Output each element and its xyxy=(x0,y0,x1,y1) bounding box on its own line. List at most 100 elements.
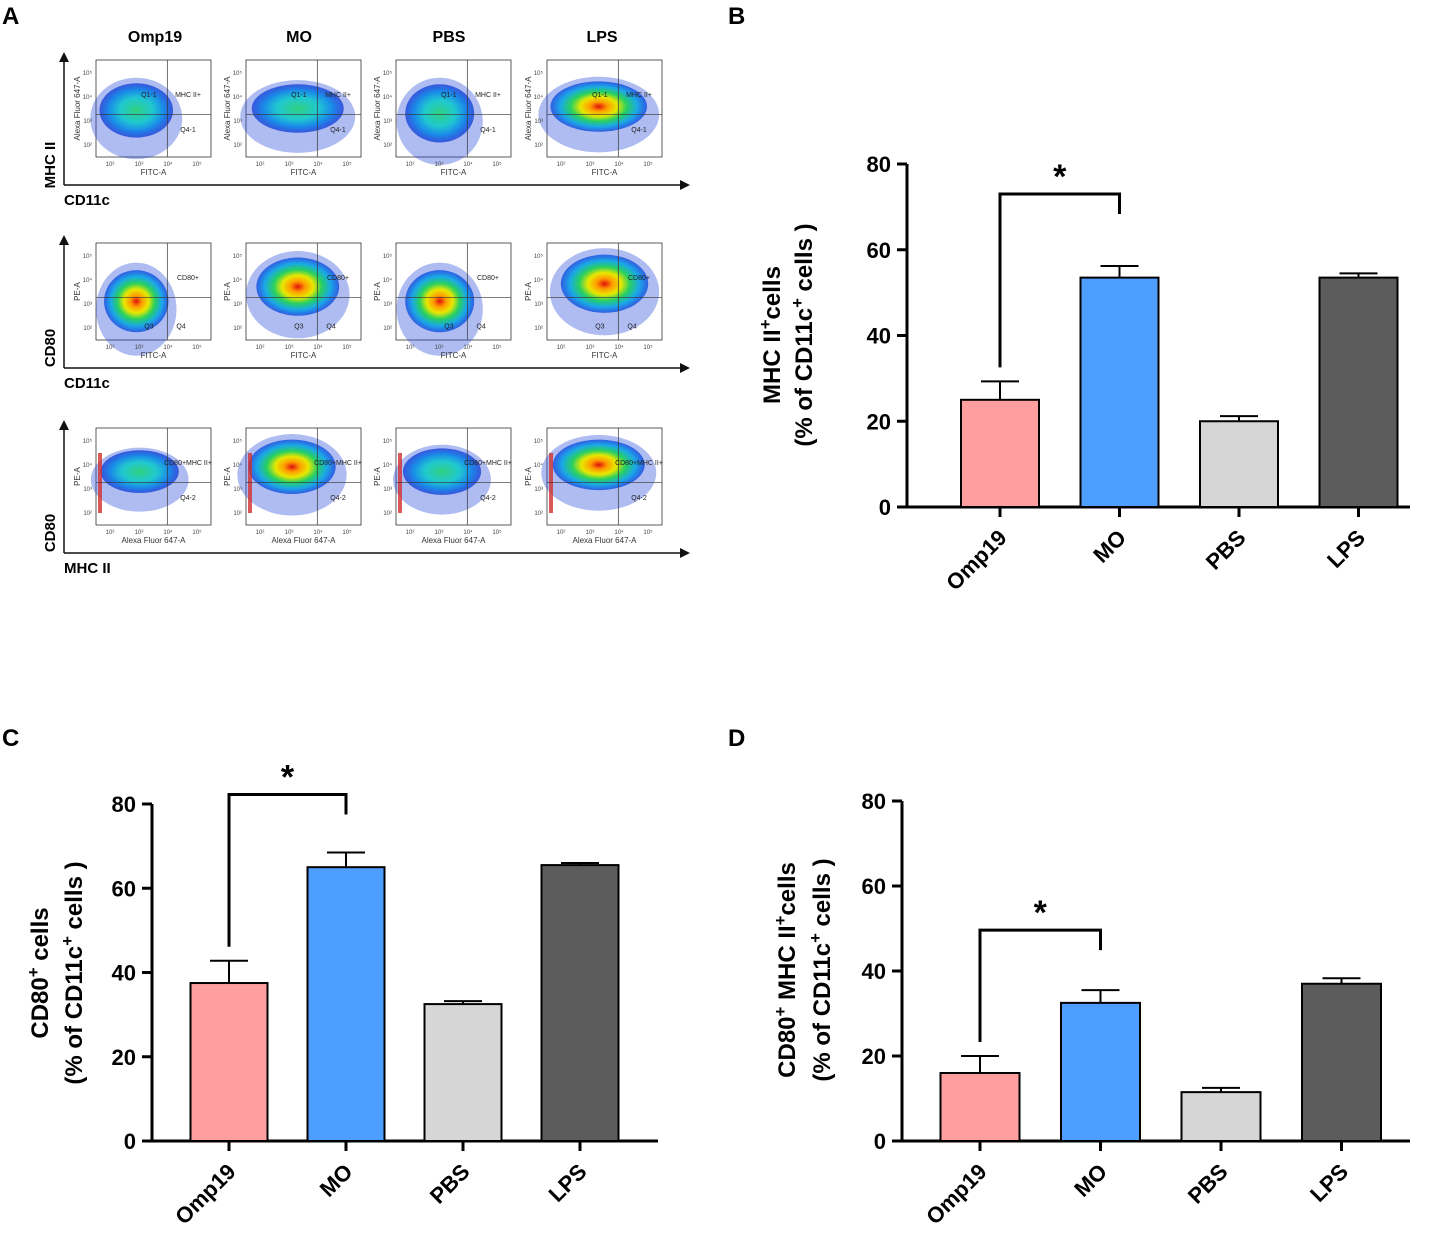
flow-tick-label: 10⁵ xyxy=(383,253,393,260)
flow-tick-label: 10⁴ xyxy=(163,161,173,168)
flow-tick-label: 10⁵ xyxy=(534,438,544,445)
flow-row-y-title: CD80 xyxy=(42,514,59,552)
flow-cytometry-panel: Omp19 MO PBS LPS Q1-1 MHC II+ Q4-1 10² 10² 10³ 10³… xyxy=(42,29,690,577)
flow-plot-y-label: PE-A xyxy=(524,282,533,301)
flow-density-blob xyxy=(248,439,336,494)
flow-tick-label: 10⁵ xyxy=(192,161,202,168)
flow-plot: Q1-1 MHC II+ Q4-1 10² 10² 10³ 10³ 10⁴ 10⁴ 10⁵ 10⁵ F… xyxy=(73,59,212,177)
flow-tick-label: 10⁴ xyxy=(463,344,473,351)
flow-tick-label: 10³ xyxy=(586,162,595,168)
flow-row-x-title: CD11c xyxy=(64,375,110,392)
flow-tick-label: 10² xyxy=(534,511,543,517)
flow-row-y-title: CD80 xyxy=(42,329,59,367)
flow-tick-label: 10³ xyxy=(233,302,242,308)
flow-tick-label: 10² xyxy=(106,162,115,168)
flow-gate-label: CD80+ xyxy=(477,275,499,282)
flow-plot: Q3 CD80+ Q4 10² 10² 10³ 10³ 10⁴ 10⁴ 10⁵ 10⁵ FITC-A P… xyxy=(223,242,362,360)
flow-tick-label: 10⁴ xyxy=(313,344,323,351)
bar xyxy=(1199,420,1279,508)
flow-plot-y-label: Alexa Fluor 647-A xyxy=(223,76,232,141)
flow-row-x-title: CD11c xyxy=(64,192,110,209)
flow-tick-label: 10⁴ xyxy=(233,462,243,469)
flow-row-y-arrow xyxy=(59,52,69,62)
flow-tick-label: 10⁴ xyxy=(614,161,624,168)
bar xyxy=(1180,1091,1262,1142)
panel-letter-c: C xyxy=(2,725,19,752)
flow-tick-label: 10² xyxy=(83,143,92,149)
flow-plot-y-label: PE-A xyxy=(73,467,82,486)
y-tick-label: 20 xyxy=(862,1044,886,1069)
x-tick-label: Omp19 xyxy=(170,1159,240,1229)
flow-gate-label: Q4-1 xyxy=(631,127,647,134)
flow-plot-y-label: Alexa Fluor 647-A xyxy=(373,76,382,141)
y-tick-label: 40 xyxy=(867,324,891,349)
flow-tick-label: 10³ xyxy=(435,162,444,168)
flow-tick-label: 10⁵ xyxy=(643,161,653,168)
flow-plot-x-label: Alexa Fluor 647-A xyxy=(121,536,186,545)
flow-tick-label: 10⁴ xyxy=(534,94,544,101)
flow-gate-label: Q4 xyxy=(326,323,335,330)
flow-tick-label: 10⁴ xyxy=(463,529,473,536)
chart-cd80-panel: 0 20 40 60 80 Omp19 MO PBS LPS * CD80+ cells(% of … xyxy=(24,758,658,1229)
flow-plot-x-label: FITC-A xyxy=(291,168,317,177)
flow-tick-label: 10⁵ xyxy=(83,70,93,77)
y-tick-label: 0 xyxy=(879,495,891,520)
flow-tick-label: 10⁴ xyxy=(383,462,393,469)
bar xyxy=(1060,1001,1141,1142)
x-tick-label: MO xyxy=(1088,525,1131,568)
flow-plot: CD80+MHC II+ Q4-2 10² 10² 10³ 10³ 10⁴ 10⁴ 10⁵ 10⁵… xyxy=(524,427,663,545)
y-axis-title: MHC II+cells xyxy=(756,266,787,404)
flow-tick-label: 10³ xyxy=(534,119,543,125)
flow-gate-label: Q1-1 xyxy=(441,92,457,99)
y-tick-label: 60 xyxy=(862,874,886,899)
flow-tick-label: 10⁵ xyxy=(534,253,544,260)
flow-tick-label: 10⁴ xyxy=(163,529,173,536)
flow-gate-label: Q4-2 xyxy=(330,495,346,502)
flow-group-header: LPS xyxy=(586,29,617,46)
x-tick-label: Omp19 xyxy=(941,525,1011,595)
y-tick-label: 20 xyxy=(112,1045,136,1070)
flow-tick-label: 10² xyxy=(406,345,415,351)
flow-density-blob xyxy=(405,84,475,143)
flow-tick-label: 10² xyxy=(233,326,242,332)
flow-gate-label: MHC II+ xyxy=(175,92,201,99)
y-tick-label: 20 xyxy=(867,409,891,434)
flow-plot-y-label: Alexa Fluor 647-A xyxy=(524,76,533,141)
flow-density-blob xyxy=(251,84,344,133)
flow-tick-label: 10² xyxy=(233,143,242,149)
flow-plot: CD80+MHC II+ Q4-2 10² 10² 10³ 10³ 10⁴ 10⁴ 10⁵ 10⁵… xyxy=(373,427,512,545)
flow-gate-label: CD80+MHC II+ xyxy=(164,460,212,467)
flow-tick-label: 10³ xyxy=(383,487,392,493)
flow-plot: CD80+MHC II+ Q4-2 10² 10² 10³ 10³ 10⁴ 10⁴ 10⁵ 10⁵… xyxy=(73,427,212,545)
significance-star: * xyxy=(281,758,295,796)
flow-axis-events xyxy=(248,453,252,513)
flow-gate-label: CD80+MHC II+ xyxy=(615,460,663,467)
flow-plot-x-label: FITC-A xyxy=(141,168,167,177)
bar xyxy=(1079,276,1160,508)
flow-gate-label: Q1-1 xyxy=(141,92,157,99)
flow-gate-label: Q1-1 xyxy=(592,92,608,99)
flow-tick-label: 10⁵ xyxy=(383,438,393,445)
bar xyxy=(306,866,386,1142)
flow-plot-x-label: FITC-A xyxy=(291,351,317,360)
flow-density-blob xyxy=(104,270,169,333)
flow-gate-label: CD80+MHC II+ xyxy=(314,460,362,467)
panel-letter-d: D xyxy=(728,725,745,752)
flow-tick-label: 10² xyxy=(233,511,242,517)
flow-plot-x-label: FITC-A xyxy=(592,351,618,360)
flow-tick-label: 10³ xyxy=(435,530,444,536)
flow-gate-label: Q4 xyxy=(627,323,636,330)
flow-tick-label: 10³ xyxy=(83,487,92,493)
flow-plot: CD80+MHC II+ Q4-2 10² 10² 10³ 10³ 10⁴ 10⁴ 10⁵ 10⁵… xyxy=(223,427,362,545)
x-tick-label: LPS xyxy=(1305,1159,1353,1207)
flow-axis-events xyxy=(549,453,553,513)
flow-tick-label: 10⁵ xyxy=(643,344,653,351)
flow-axis-events xyxy=(98,453,102,513)
flow-tick-label: 10³ xyxy=(435,345,444,351)
flow-row-y-arrow xyxy=(59,235,69,245)
flow-gate-label: CD80+ xyxy=(177,275,199,282)
flow-plot: Q3 CD80+ Q4 10² 10² 10³ 10³ 10⁴ 10⁴ 10⁵ 10⁵ FITC-A P… xyxy=(73,242,212,360)
flow-tick-label: 10³ xyxy=(383,119,392,125)
significance-star: * xyxy=(1034,894,1048,932)
